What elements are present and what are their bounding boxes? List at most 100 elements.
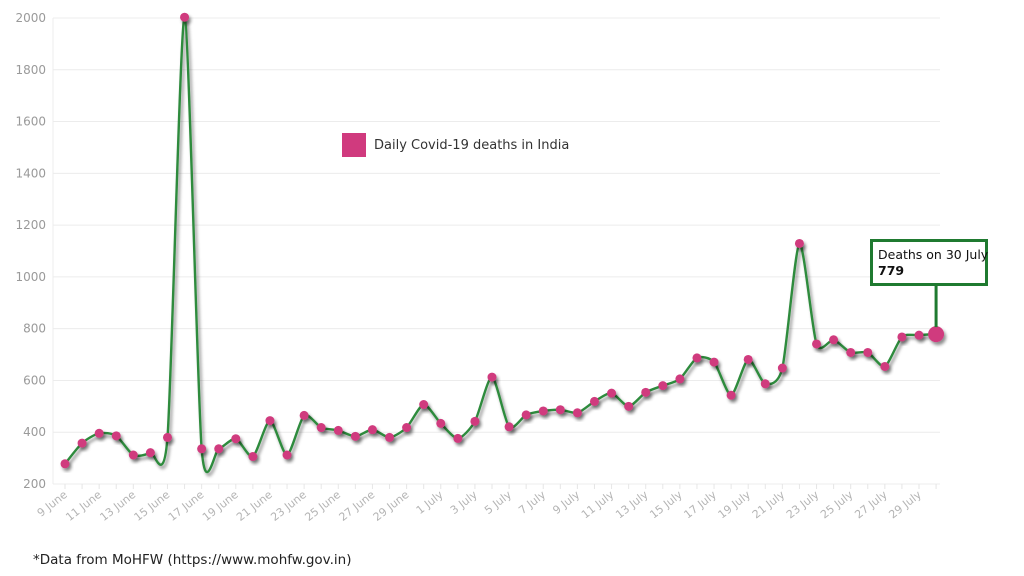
chart-legend: Daily Covid-19 deaths in India (342, 133, 569, 157)
data-point[interactable] (402, 423, 412, 433)
x-tick-label: 13 July (613, 488, 651, 521)
y-tick-label: 200 (23, 477, 46, 491)
data-point[interactable] (658, 381, 668, 391)
data-point[interactable] (436, 418, 446, 428)
data-point[interactable] (829, 335, 839, 345)
x-tick-label: 9 July (550, 488, 582, 517)
data-point[interactable] (299, 410, 309, 420)
x-tick-label: 27 June (337, 488, 378, 524)
series-line (64, 16, 937, 474)
x-tick-label: 15 June (132, 488, 173, 524)
x-tick-label: 17 July (682, 488, 720, 521)
y-tick-label: 800 (23, 322, 46, 336)
data-point[interactable] (60, 459, 70, 469)
data-point[interactable] (333, 425, 343, 435)
x-tick-label: 21 June (234, 488, 275, 524)
y-tick-label: 600 (23, 373, 46, 387)
source-footnote: *Data from MoHFW (https://www.mohfw.gov.… (33, 552, 352, 568)
data-point[interactable] (897, 332, 907, 342)
data-point[interactable] (180, 12, 190, 22)
legend-label: Daily Covid-19 deaths in India (374, 137, 570, 153)
x-tick-label: 17 June (166, 488, 207, 524)
data-point[interactable] (367, 425, 377, 435)
legend-swatch (342, 133, 366, 157)
data-point[interactable] (743, 354, 753, 364)
data-point[interactable] (197, 444, 207, 454)
data-point[interactable] (555, 405, 565, 415)
series-daily-deaths (60, 12, 945, 474)
data-point[interactable] (231, 434, 241, 444)
data-point[interactable] (709, 357, 719, 367)
data-point[interactable] (692, 353, 702, 363)
data-point[interactable] (624, 401, 634, 411)
data-point[interactable] (928, 326, 945, 343)
x-tick-label: 25 July (818, 488, 856, 521)
data-point[interactable] (846, 347, 856, 357)
data-point[interactable] (350, 431, 360, 441)
x-tick-label: 11 July (579, 488, 617, 521)
y-axis: 200 400 600 800 1000 1200 1400 1600 1800 2000 (15, 11, 46, 491)
y-tick-label: 2000 (15, 11, 46, 25)
data-point[interactable] (812, 339, 822, 349)
data-point[interactable] (453, 433, 463, 443)
data-point[interactable] (607, 388, 617, 398)
chart-gridlines (52, 17, 940, 485)
x-tick-label: 25 June (302, 488, 343, 524)
x-tick-label: 21 July (750, 488, 788, 521)
data-point[interactable] (538, 406, 548, 416)
data-point[interactable] (504, 422, 514, 432)
x-tick-label: 23 July (784, 488, 822, 521)
x-tick-label: 29 June (371, 488, 412, 524)
y-tick-label: 1600 (15, 115, 46, 129)
annotation-callout: Deaths on 30 July 779 (870, 239, 988, 286)
y-tick-label: 1200 (15, 218, 46, 232)
y-tick-label: 1000 (15, 270, 46, 284)
x-tick-label: 1 July (414, 488, 446, 517)
data-point[interactable] (248, 452, 258, 462)
data-point[interactable] (162, 432, 172, 442)
data-point[interactable] (572, 408, 582, 418)
callout-title: Deaths on 30 July (878, 247, 989, 262)
data-point[interactable] (589, 396, 599, 406)
x-tick-label: 7 July (516, 488, 548, 517)
x-tick-label: 23 June (268, 488, 309, 524)
data-point[interactable] (265, 416, 275, 426)
x-tick-label: 19 July (716, 488, 754, 521)
data-point[interactable] (863, 347, 873, 357)
data-point[interactable] (385, 432, 395, 442)
x-tick-label: 29 July (886, 488, 924, 521)
data-point[interactable] (794, 238, 804, 248)
y-tick-label: 1800 (15, 63, 46, 77)
callout-value: 779 (878, 263, 905, 278)
data-point[interactable] (128, 450, 138, 460)
data-point[interactable] (214, 444, 224, 454)
data-point[interactable] (282, 450, 292, 460)
data-point[interactable] (145, 448, 155, 458)
x-tick-label: 15 July (647, 488, 685, 521)
data-point[interactable] (521, 410, 531, 420)
x-tick-label: 5 July (482, 488, 514, 517)
data-point[interactable] (777, 363, 787, 373)
data-point[interactable] (111, 431, 121, 441)
x-tick-label: 13 June (97, 488, 138, 524)
data-point[interactable] (316, 423, 326, 433)
data-point[interactable] (641, 387, 651, 397)
y-tick-label: 400 (23, 425, 46, 439)
data-point[interactable] (77, 438, 87, 448)
data-point[interactable] (94, 428, 104, 438)
data-point[interactable] (880, 361, 890, 371)
y-tick-label: 1400 (15, 166, 46, 180)
data-point[interactable] (726, 390, 736, 400)
x-tick-label: 27 July (852, 488, 890, 521)
data-point[interactable] (914, 330, 924, 340)
data-point[interactable] (760, 379, 770, 389)
data-point[interactable] (487, 372, 497, 382)
x-tick-label: 19 June (200, 488, 241, 524)
data-point[interactable] (675, 374, 685, 384)
x-tick-label: 11 June (63, 488, 104, 524)
data-point[interactable] (470, 416, 480, 426)
data-point[interactable] (419, 400, 429, 410)
x-tick-label: 3 July (448, 488, 480, 517)
